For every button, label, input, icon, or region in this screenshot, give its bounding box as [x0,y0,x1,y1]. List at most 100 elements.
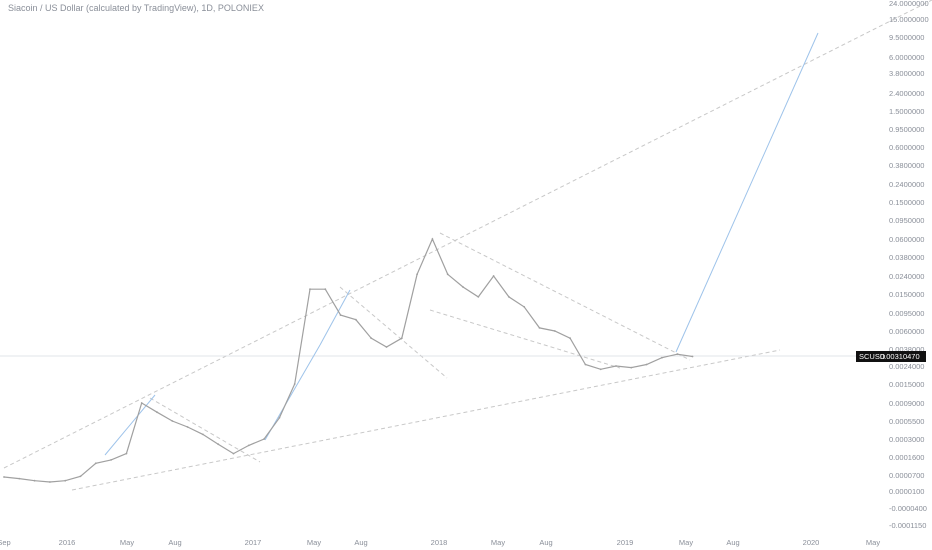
price-point [446,273,449,276]
y-tick-label: 15.0000000 [889,15,929,24]
price-point [18,477,21,480]
price-point [355,318,357,321]
y-tick-label: -0.0001150 [889,521,926,530]
price-series [3,237,694,483]
y-tick-label: 2.4000000 [889,89,924,98]
price-point [462,286,464,288]
projection-line [319,289,351,346]
price-point [94,462,97,465]
x-tick-label: 2016 [59,538,76,547]
price-point [33,479,36,482]
price-point [232,452,235,455]
price-point [630,366,633,369]
price-point [309,288,311,291]
y-tick-label: 0.0024000 [889,362,924,371]
y-tick-label: 3.8000000 [889,69,924,78]
y-tick-label: -0.0000400 [889,504,927,513]
price-point [140,402,143,404]
x-tick-label: 2020 [803,538,820,547]
y-tick-label: 0.0950000 [889,216,924,225]
x-tick-label: 2017 [245,538,262,547]
trendline [3,0,932,469]
y-tick-label: 0.3800000 [889,161,924,170]
x-tick-label: Sep [0,538,11,547]
y-tick-label: 0.0240000 [889,272,924,281]
chart-title: Siacoin / US Dollar (calculated by Tradi… [8,3,264,13]
x-tick-label: 2019 [617,538,634,547]
y-tick-label: 0.0038000 [889,345,924,354]
price-badge-value: 0.00310470 [880,352,920,361]
price-point [523,306,526,308]
y-tick-label: 0.0015000 [889,380,924,389]
price-point [247,444,250,447]
y-tick-label: 0.0380000 [889,253,924,262]
y-tick-label: 0.0003000 [889,435,924,444]
price-point [431,238,434,240]
x-axis: Sep 2016 May Aug 2017 May Aug 2018 May Aug 2019 May… [0,538,880,547]
price-point [339,314,342,316]
price-point [645,363,648,366]
y-tick-label: 0.0150000 [889,290,924,299]
price-point [79,475,82,478]
price-point [599,368,602,371]
projection-line [104,394,156,456]
y-tick-label: 0.0001600 [889,453,924,462]
x-tick-label: 2018 [431,538,448,547]
trendlines [0,0,932,491]
price-point [125,452,128,455]
trendline [429,309,621,369]
y-tick-label: 9.5000000 [889,33,924,42]
y-tick-label: 0.9500000 [889,125,924,134]
price-point [217,443,220,446]
price-point [400,337,403,340]
trendline [149,397,261,463]
y-tick-label: 24.0000000 [889,0,929,8]
y-tick-label: 0.6000000 [889,143,924,152]
y-tick-label: 0.0005500 [889,417,924,426]
price-point [416,273,418,276]
price-point [3,476,5,478]
price-point [370,337,373,340]
y-tick-label: 0.1500000 [889,198,924,207]
price-point [202,433,204,436]
price-line [3,237,693,483]
trendline [439,232,691,361]
price-badge-symbol: SCUSD [859,352,886,361]
price-point [110,459,112,461]
price-point [171,420,174,422]
price-point [538,327,541,329]
y-tick-label: 0.0009000 [889,399,924,408]
price-point [492,275,495,277]
y-axis: 24.0000000 15.0000000 9.5000000 6.0000000 3.… [889,0,929,530]
x-tick-label: Aug [354,538,367,547]
price-point [615,365,617,367]
price-point [64,479,67,482]
x-tick-label: May [120,538,134,547]
x-tick-label: Aug [539,538,552,547]
x-tick-label: May [491,538,505,547]
price-point [385,346,388,348]
price-badge-bg [856,351,926,362]
price-point [661,356,663,359]
y-tick-label: 0.0000100 [889,487,924,496]
x-tick-label: May [866,538,880,547]
y-tick-label: 0.0000700 [889,471,924,480]
price-point [278,416,281,419]
y-tick-label: 6.0000000 [889,53,924,62]
x-tick-label: Aug [168,538,181,547]
price-point [584,363,587,366]
price-point [263,438,265,440]
y-tick-label: 0.2400000 [889,180,924,189]
x-tick-label: May [679,538,693,547]
price-point [49,481,51,483]
y-tick-label: 0.0095000 [889,309,924,318]
price-point [553,330,556,332]
trendline [339,286,448,379]
price-point [293,383,296,385]
y-tick-label: 0.0600000 [889,235,924,244]
price-point [569,337,571,340]
y-tick-label: 1.5000000 [889,107,924,116]
price-point [186,426,189,428]
